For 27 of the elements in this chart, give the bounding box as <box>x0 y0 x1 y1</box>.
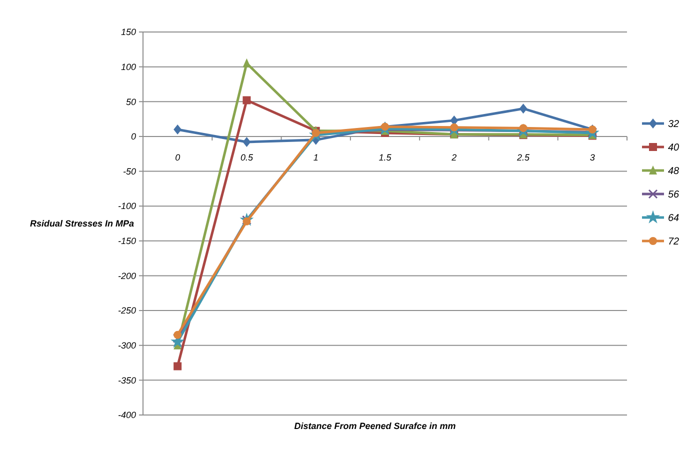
x-tick-label: 0.5 <box>240 152 254 162</box>
y-tick-label: -150 <box>118 236 136 246</box>
x-tick-label: 3 <box>590 152 595 162</box>
legend-label: 64 <box>668 213 680 224</box>
y-tick-label: 50 <box>126 96 136 107</box>
y-tick-label: -50 <box>122 166 136 176</box>
x-tick-label: 1.5 <box>378 152 392 162</box>
y-tick-label: 100 <box>120 62 136 72</box>
legend-label: 72 <box>668 236 680 248</box>
y-tick-label: 0 <box>130 132 136 142</box>
y-tick-label: -350 <box>118 375 136 386</box>
x-axis-title: Distance From Peened Surafce in mm <box>294 421 456 431</box>
legend-label: 48 <box>668 166 680 177</box>
x-tick-label: 0 <box>175 152 180 162</box>
y-tick-label: -200 <box>118 270 136 281</box>
x-tick-label: 2 <box>450 152 457 162</box>
y-axis-title: Rsidual Stresses In MPa <box>30 218 134 229</box>
y-tick-label: -300 <box>118 340 136 351</box>
y-tick-label: -100 <box>118 201 136 212</box>
y-tick-label: 150 <box>120 27 136 38</box>
y-tick-label: -250 <box>118 306 136 316</box>
x-tick-label: 1 <box>313 152 318 162</box>
y-tick-label: -400 <box>118 410 136 420</box>
legend-label: 56 <box>668 190 680 200</box>
x-tick-label: 2.5 <box>516 152 531 162</box>
legend-label: 32 <box>668 119 680 130</box>
legend-label: 40 <box>668 142 680 154</box>
